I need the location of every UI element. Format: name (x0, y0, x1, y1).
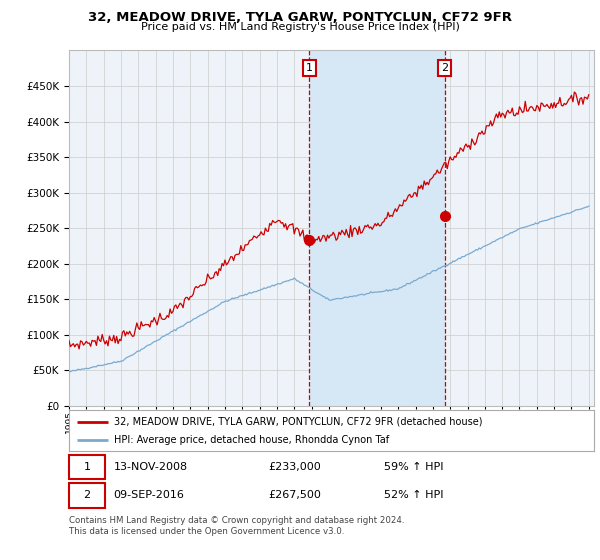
Text: 1: 1 (306, 63, 313, 73)
Text: £233,000: £233,000 (269, 462, 321, 472)
Text: 32, MEADOW DRIVE, TYLA GARW, PONTYCLUN, CF72 9FR: 32, MEADOW DRIVE, TYLA GARW, PONTYCLUN, … (88, 11, 512, 24)
Text: 2: 2 (83, 491, 91, 501)
Text: Price paid vs. HM Land Registry's House Price Index (HPI): Price paid vs. HM Land Registry's House … (140, 22, 460, 32)
Text: 09-SEP-2016: 09-SEP-2016 (113, 491, 185, 501)
FancyBboxPatch shape (69, 455, 105, 479)
Text: HPI: Average price, detached house, Rhondda Cynon Taf: HPI: Average price, detached house, Rhon… (113, 435, 389, 445)
Text: 13-NOV-2008: 13-NOV-2008 (113, 462, 188, 472)
Text: 2: 2 (441, 63, 448, 73)
Text: 52% ↑ HPI: 52% ↑ HPI (384, 491, 443, 501)
Text: 59% ↑ HPI: 59% ↑ HPI (384, 462, 443, 472)
Text: Contains HM Land Registry data © Crown copyright and database right 2024.
This d: Contains HM Land Registry data © Crown c… (69, 516, 404, 536)
Text: 32, MEADOW DRIVE, TYLA GARW, PONTYCLUN, CF72 9FR (detached house): 32, MEADOW DRIVE, TYLA GARW, PONTYCLUN, … (113, 417, 482, 427)
Text: 1: 1 (83, 462, 91, 472)
FancyBboxPatch shape (69, 483, 105, 507)
Text: £267,500: £267,500 (269, 491, 322, 501)
